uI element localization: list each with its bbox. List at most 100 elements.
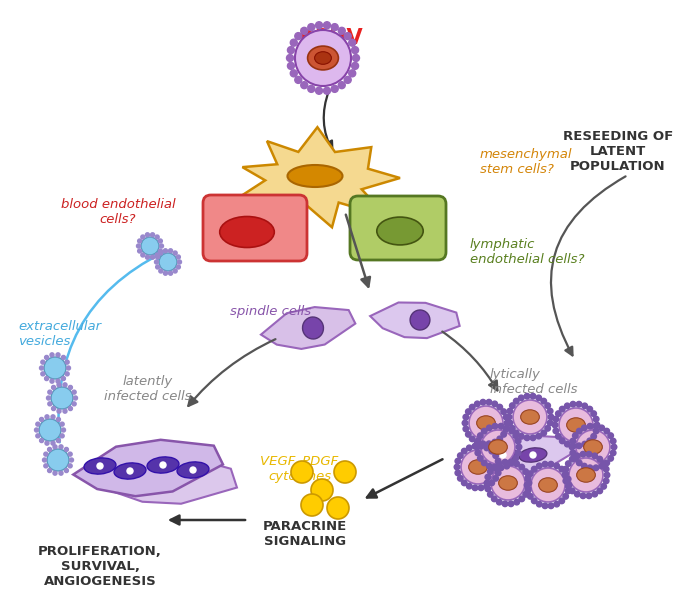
Circle shape <box>43 458 47 462</box>
Circle shape <box>176 255 180 259</box>
Circle shape <box>519 496 524 501</box>
Circle shape <box>316 22 323 29</box>
Circle shape <box>145 255 149 259</box>
Circle shape <box>559 438 565 443</box>
Circle shape <box>475 439 480 445</box>
Ellipse shape <box>499 476 517 490</box>
Circle shape <box>51 441 55 445</box>
Circle shape <box>492 439 497 445</box>
Circle shape <box>477 433 483 439</box>
Circle shape <box>160 244 164 248</box>
Ellipse shape <box>477 416 495 430</box>
Ellipse shape <box>583 440 603 454</box>
Circle shape <box>594 422 600 428</box>
Circle shape <box>59 471 63 475</box>
Circle shape <box>570 450 576 456</box>
Circle shape <box>559 498 565 504</box>
Circle shape <box>349 70 356 77</box>
Circle shape <box>47 449 69 471</box>
Circle shape <box>508 501 514 507</box>
Circle shape <box>155 265 160 269</box>
Circle shape <box>138 239 142 243</box>
Circle shape <box>311 479 333 501</box>
Circle shape <box>604 429 610 434</box>
Ellipse shape <box>308 46 338 70</box>
Circle shape <box>47 468 52 472</box>
Circle shape <box>531 466 537 472</box>
Circle shape <box>53 445 57 449</box>
Circle shape <box>65 468 68 472</box>
Circle shape <box>308 24 315 31</box>
Circle shape <box>554 463 559 469</box>
Circle shape <box>323 22 330 29</box>
Circle shape <box>515 438 521 444</box>
Circle shape <box>462 420 468 426</box>
Circle shape <box>519 433 524 439</box>
Ellipse shape <box>303 317 323 339</box>
Circle shape <box>288 62 294 69</box>
Circle shape <box>498 423 504 429</box>
Circle shape <box>498 465 504 471</box>
Circle shape <box>593 465 599 471</box>
Circle shape <box>56 439 61 443</box>
Circle shape <box>45 415 49 419</box>
Text: RESEEDING OF
LATENT
POPULATION: RESEEDING OF LATENT POPULATION <box>563 130 673 173</box>
Circle shape <box>554 501 559 507</box>
Circle shape <box>469 406 503 440</box>
Circle shape <box>344 76 351 83</box>
Circle shape <box>462 480 467 485</box>
Circle shape <box>294 33 302 40</box>
Ellipse shape <box>489 448 517 462</box>
Circle shape <box>316 87 323 94</box>
Circle shape <box>576 443 582 449</box>
Circle shape <box>603 466 609 472</box>
Circle shape <box>352 62 358 69</box>
Circle shape <box>513 430 519 436</box>
Circle shape <box>57 383 61 387</box>
Circle shape <box>552 422 558 428</box>
Polygon shape <box>370 303 460 338</box>
Circle shape <box>352 54 360 62</box>
Circle shape <box>531 498 537 504</box>
Circle shape <box>504 425 510 431</box>
Circle shape <box>541 398 546 404</box>
Circle shape <box>141 253 145 257</box>
Circle shape <box>572 433 578 439</box>
Circle shape <box>493 453 499 458</box>
Circle shape <box>59 445 63 449</box>
Circle shape <box>294 76 302 83</box>
Circle shape <box>604 472 610 478</box>
FancyBboxPatch shape <box>350 196 446 260</box>
Circle shape <box>491 466 525 500</box>
Circle shape <box>509 460 515 466</box>
Circle shape <box>562 472 568 478</box>
Circle shape <box>60 422 64 426</box>
Circle shape <box>65 448 68 452</box>
Circle shape <box>480 441 486 446</box>
Circle shape <box>169 271 173 275</box>
Circle shape <box>513 398 519 404</box>
Circle shape <box>97 463 103 469</box>
Circle shape <box>597 488 603 494</box>
Text: PARACRINE
SIGNALING: PARACRINE SIGNALING <box>263 520 347 548</box>
Circle shape <box>489 448 495 454</box>
Circle shape <box>548 503 554 509</box>
Circle shape <box>475 450 481 456</box>
Circle shape <box>472 485 477 491</box>
Circle shape <box>68 452 72 456</box>
Ellipse shape <box>577 468 595 482</box>
Circle shape <box>327 497 349 519</box>
Ellipse shape <box>114 463 146 479</box>
Circle shape <box>458 453 463 458</box>
Circle shape <box>610 450 616 456</box>
Circle shape <box>548 420 553 426</box>
Circle shape <box>509 429 515 434</box>
Circle shape <box>51 387 73 409</box>
Circle shape <box>524 482 530 488</box>
Circle shape <box>463 426 469 432</box>
Circle shape <box>454 464 460 470</box>
Circle shape <box>492 423 498 429</box>
Circle shape <box>555 433 561 439</box>
Circle shape <box>478 443 484 449</box>
Circle shape <box>524 394 530 399</box>
